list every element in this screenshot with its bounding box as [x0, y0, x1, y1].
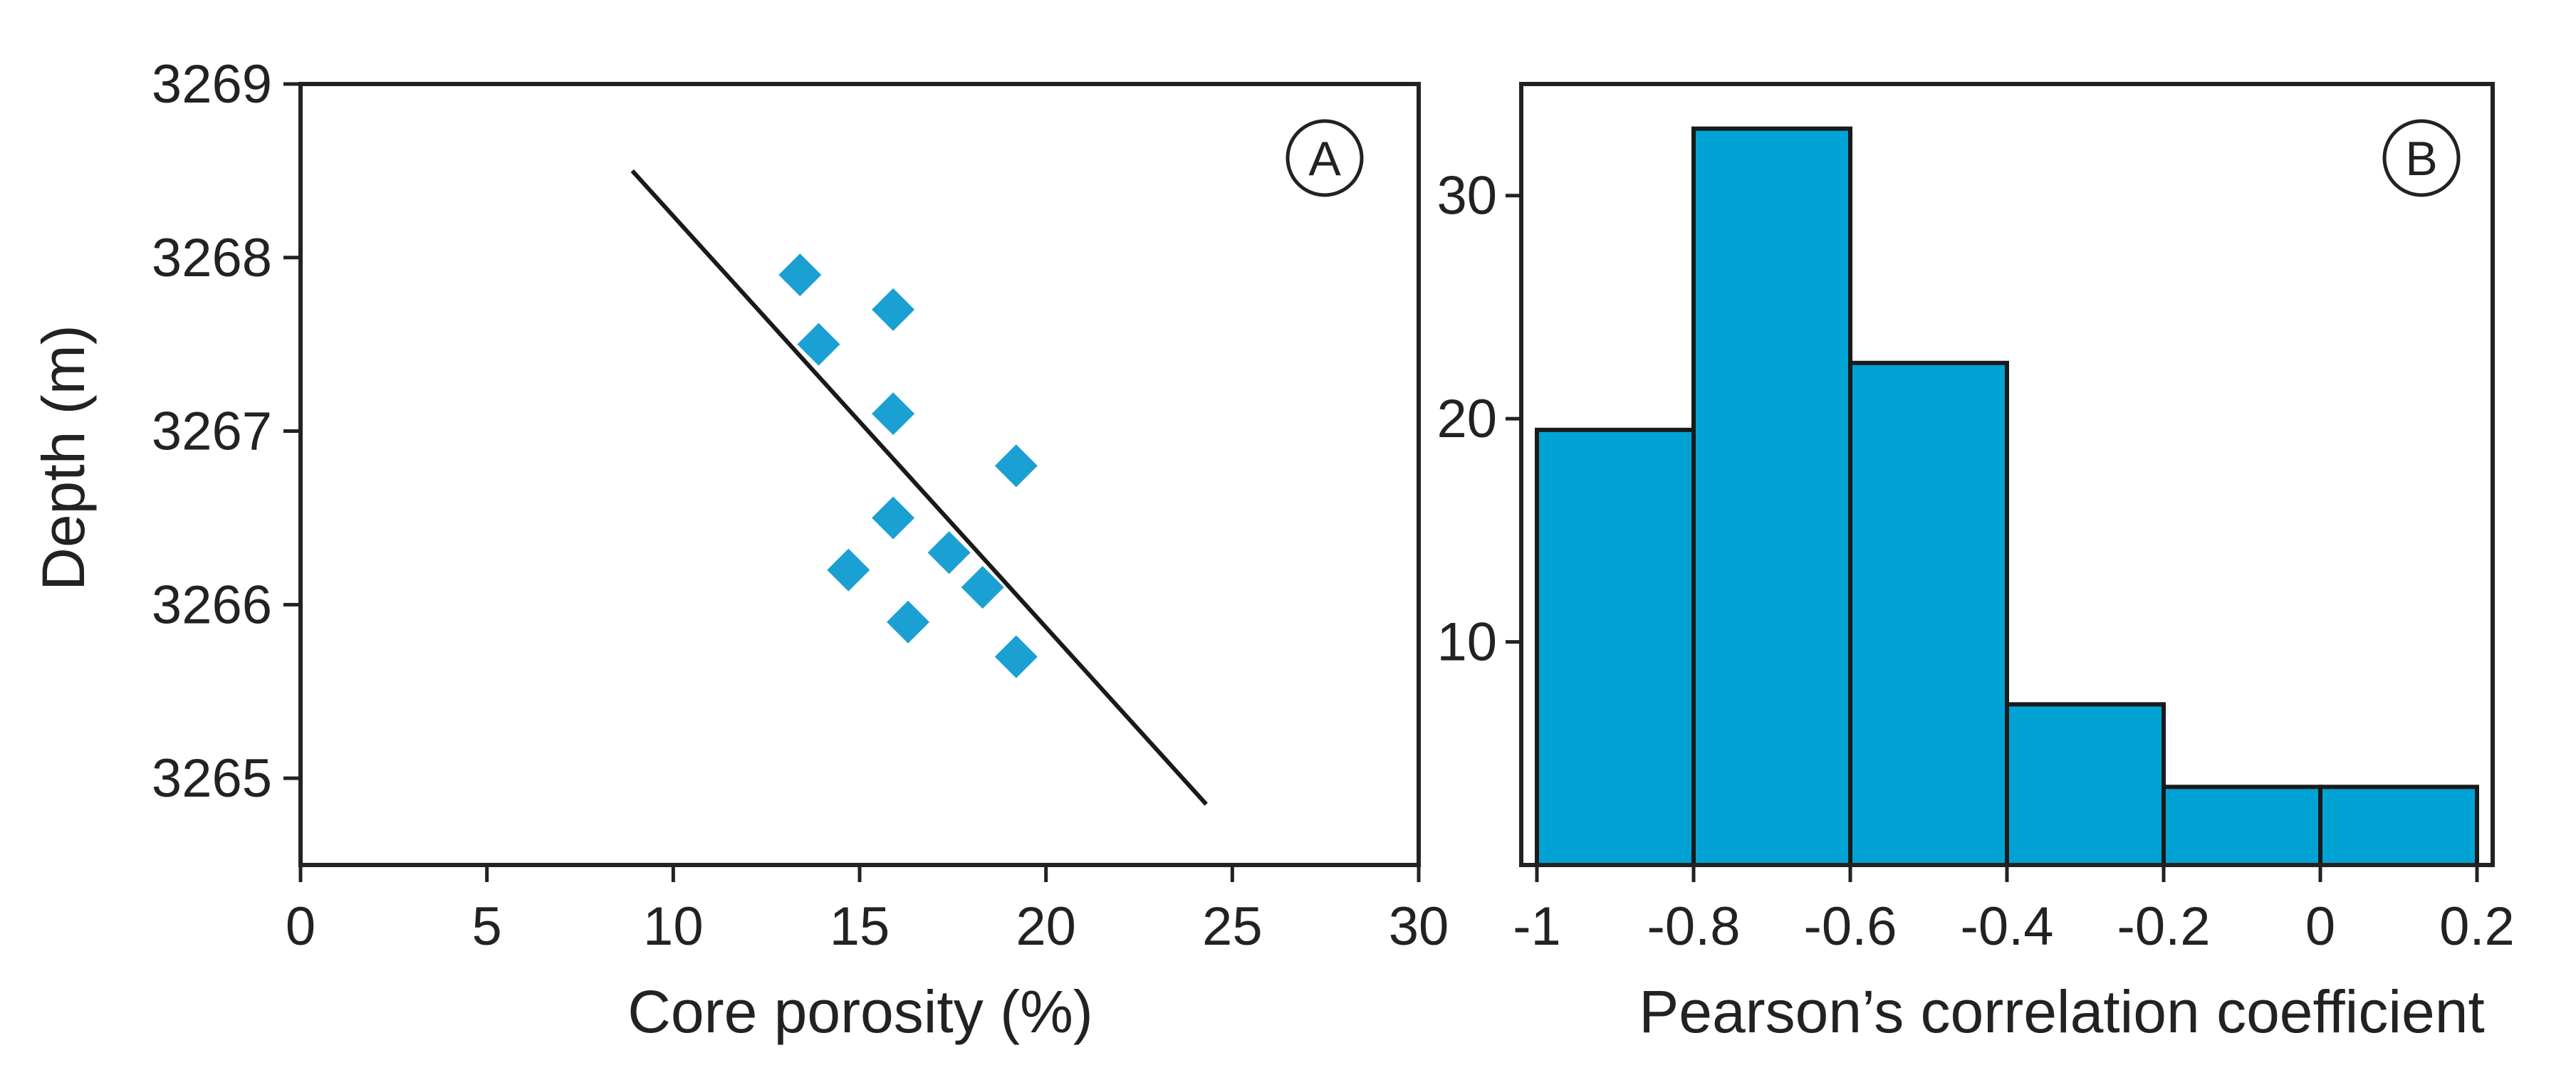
trend-line: [630, 169, 1208, 806]
panel-a-x-tick-label: 10: [643, 896, 704, 957]
data-point-10: [887, 600, 930, 644]
data-point-1: [778, 253, 822, 297]
data-point-9: [961, 565, 1004, 609]
panel-b-x-tick-label: -0.6: [1804, 896, 1897, 957]
panel-b-x-tick-label: -0.2: [2117, 896, 2211, 957]
panel-a-y-axis-title: Depth (m): [30, 325, 97, 590]
panel-b-x-tick-label: -1: [1513, 896, 1561, 957]
panel-a-x-tick-label: 0: [286, 896, 316, 957]
panel-a: 0 5 10 15 20 25 30 3265 3266 3267 3268 3269 A Core …: [30, 54, 1449, 1045]
data-point-4: [872, 392, 915, 436]
panel-a-y-tick-label: 3267: [152, 402, 272, 462]
panel-a-x-tick-label: 15: [830, 896, 890, 957]
panel-b-x-tick-label: -0.4: [1961, 896, 2054, 957]
histogram-bar-1: [1535, 427, 1696, 867]
data-point-11: [994, 635, 1038, 678]
panel-b: -1 -0.8 -0.6 -0.4 -0.2 0 0.2 10 20 30 B Pearson’s…: [1436, 82, 2515, 1045]
panel-a-axes: 0 5 10 15 20 25 30 3265 3266 3267 3268 3269: [152, 54, 1449, 957]
panel-a-x-tick-label: 30: [1389, 896, 1449, 957]
data-point-6: [872, 496, 915, 540]
data-point-3: [797, 323, 840, 366]
panel-b-x-tick-label: 0: [2305, 896, 2335, 957]
data-point-8: [827, 548, 870, 592]
panel-b-y-tick-label: 20: [1436, 389, 1497, 449]
histogram-bar-5: [2162, 785, 2322, 868]
panel-a-marks: [630, 169, 1208, 806]
histogram-bar-2: [1691, 126, 1852, 868]
panel-b-marks: [1535, 126, 2479, 868]
panel-b-axes: -1 -0.8 -0.6 -0.4 -0.2 0 0.2 10 20 30: [1436, 166, 2514, 957]
histogram-bar-4: [2005, 702, 2166, 867]
panel-b-y-tick-label: 30: [1436, 166, 1497, 226]
panel-b-y-tick-label: 10: [1436, 612, 1497, 673]
histogram-bar-3: [1848, 360, 2009, 867]
histogram-bar-6: [2318, 785, 2479, 868]
panel-a-x-tick-label: 25: [1202, 896, 1263, 957]
panel-a-letter: A: [1308, 132, 1341, 186]
data-point-7: [927, 531, 971, 575]
panel-b-letter: B: [2405, 132, 2437, 186]
panel-a-frame: [298, 82, 1421, 867]
panel-a-y-tick-label: 3269: [152, 54, 272, 115]
data-point-2: [872, 288, 915, 331]
panel-b-badge: [2382, 119, 2461, 197]
panel-b-x-tick-label: -0.8: [1647, 896, 1741, 957]
panel-a-y-tick-label: 3266: [152, 575, 272, 635]
panel-a-x-axis-title: Core porosity (%): [627, 978, 1093, 1045]
panel-a-y-tick-label: 3265: [152, 748, 272, 809]
panel-a-badge: [1286, 119, 1364, 197]
data-point-5: [994, 444, 1038, 488]
panel-a-x-tick-label: 5: [472, 896, 502, 957]
panel-b-x-tick-label: 0.2: [2439, 896, 2515, 957]
panel-a-x-tick-label: 20: [1016, 896, 1076, 957]
panel-b-x-axis-title: Pearson’s correlation coefficient: [1639, 978, 2485, 1045]
panel-a-y-tick-label: 3268: [152, 228, 272, 288]
